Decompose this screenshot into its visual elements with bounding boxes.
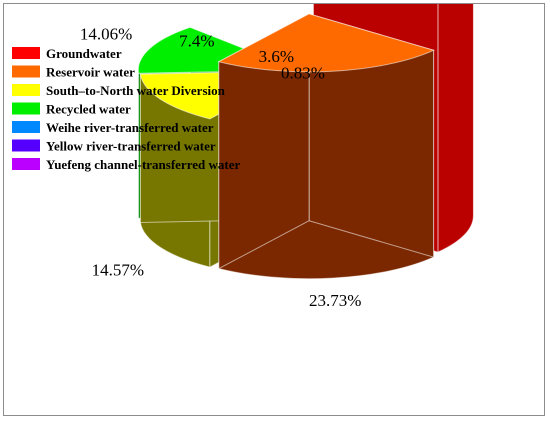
legend-swatch <box>12 65 40 78</box>
legend-label: Weihe river-transferred water <box>46 120 214 135</box>
legend-item-6: Yellow river-transferred water <box>12 139 216 154</box>
legend-item-7: Yuefeng channel-transferred water <box>12 157 240 172</box>
data-label-5: 7.4% <box>179 32 214 51</box>
legend-label: Yellow river-transferred water <box>46 139 216 154</box>
legend-swatch <box>12 121 40 133</box>
legend-label: Yuefeng channel-transferred water <box>46 157 240 172</box>
legend: Groundwater Reservoir water South–to-North… <box>12 46 240 172</box>
legend-swatch <box>12 102 40 115</box>
legend-label: Groundwater <box>46 46 122 61</box>
data-label-2: 23.73% <box>309 291 361 310</box>
legend-item-3: South–to-North water Diversion <box>12 83 226 98</box>
data-labels: 35.81%23.73%14.57%14.06%7.4%3.6%0.83% <box>80 25 362 310</box>
data-label-3: 14.57% <box>92 261 144 280</box>
legend-item-4: Recycled water <box>12 102 131 117</box>
legend-swatch <box>12 139 40 152</box>
data-label-4: 14.06% <box>80 25 132 44</box>
chart-frame: 35.81%23.73%14.57%14.06%7.4%3.6%0.83% Gr… <box>3 3 545 416</box>
legend-swatch <box>12 158 40 170</box>
legend-item-1: Groundwater <box>12 46 122 61</box>
pie-slice-2 <box>217 13 436 280</box>
legend-swatch <box>12 47 40 59</box>
legend-item-5: Weihe river-transferred water <box>12 120 214 135</box>
legend-item-2: Reservoir water <box>12 65 135 80</box>
pie-chart-3d: 35.81%23.73%14.57%14.06%7.4%3.6%0.83% Gr… <box>12 4 474 310</box>
legend-label: Recycled water <box>46 102 131 117</box>
legend-label: Reservoir water <box>46 65 135 80</box>
legend-swatch <box>12 84 40 96</box>
data-label-7: 0.83% <box>281 63 325 82</box>
legend-label: South–to-North water Diversion <box>46 83 226 98</box>
data-label-6: 3.6% <box>259 47 294 66</box>
pie-slices <box>137 4 474 280</box>
